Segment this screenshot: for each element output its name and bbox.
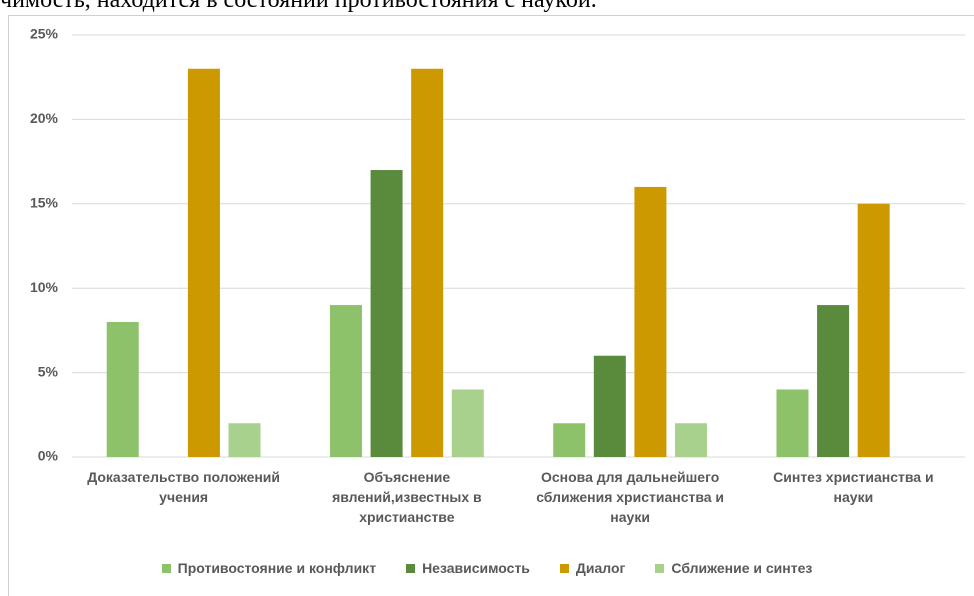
legend-swatch xyxy=(406,563,416,573)
header-text: чимость, находится в состоянии противост… xyxy=(0,0,597,13)
legend-item: Сближение и синтез xyxy=(655,560,812,576)
y-tick-label: 10% xyxy=(30,279,59,295)
bar xyxy=(553,423,586,457)
legend-label: Сближение и синтез xyxy=(671,560,813,576)
bar xyxy=(451,389,484,457)
bar xyxy=(593,355,626,457)
legend-swatch xyxy=(655,563,665,573)
y-tick-label: 20% xyxy=(30,110,59,126)
bar xyxy=(776,389,809,457)
y-tick-label: 0% xyxy=(38,448,59,464)
legend-item: Противостояние и конфликт xyxy=(161,560,377,576)
bar xyxy=(187,68,220,457)
legend-label: Диалог xyxy=(575,560,626,576)
bar xyxy=(411,68,444,457)
bar xyxy=(329,305,362,457)
legend-swatch xyxy=(559,563,569,573)
bar xyxy=(228,423,261,457)
y-tick-label: 25% xyxy=(30,26,59,42)
bar xyxy=(675,423,708,457)
bar xyxy=(106,321,139,457)
bar xyxy=(370,170,403,458)
y-tick-label: 5% xyxy=(38,363,59,379)
x-tick-label: Синтез христианства и науки xyxy=(773,469,934,505)
legend-label: Независимость xyxy=(422,560,530,576)
chart-frame xyxy=(8,15,974,596)
x-tick-label: Объяснение явлений,известных в христианс… xyxy=(332,469,482,525)
y-tick-label: 15% xyxy=(30,195,59,211)
legend-item: Диалог xyxy=(559,560,626,576)
bar xyxy=(634,186,667,458)
bar xyxy=(857,203,890,457)
x-tick-label: Основа для дальнейшего сближения христиа… xyxy=(536,469,725,525)
bar xyxy=(817,305,850,457)
legend-item: Независимость xyxy=(406,560,530,576)
x-tick-label: Доказательство положений учения xyxy=(87,469,281,505)
legend-label: Противостояние и конфликт xyxy=(177,560,377,576)
legend-swatch xyxy=(161,563,171,573)
legend: Противостояние и конфликт Независимость Ди… xyxy=(0,560,974,576)
